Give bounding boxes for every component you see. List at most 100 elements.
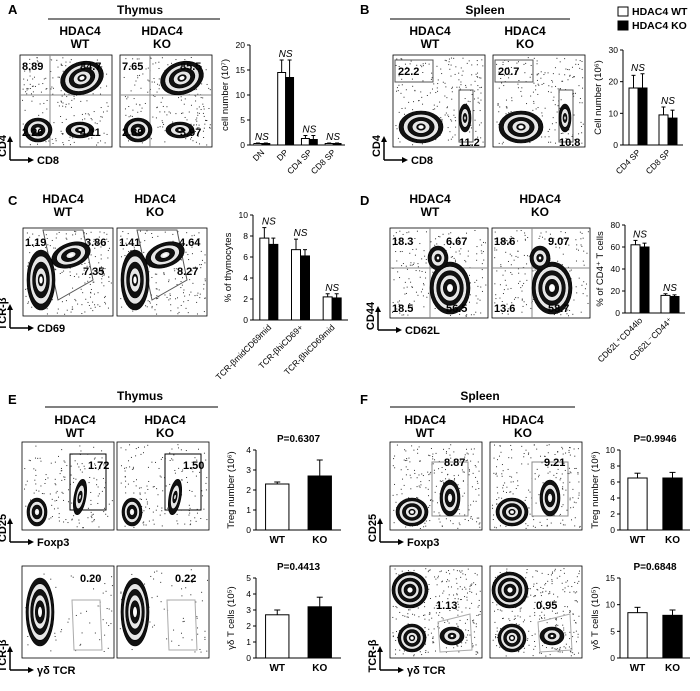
event-dot — [57, 66, 59, 68]
event-dot — [453, 109, 455, 111]
event-dot — [51, 138, 53, 140]
gate-percent: 8.27 — [177, 266, 198, 278]
event-dot — [96, 269, 98, 271]
event-dot — [196, 301, 198, 303]
event-dot — [93, 240, 95, 242]
event-dot — [581, 60, 583, 62]
event-dot — [144, 240, 146, 242]
event-dot — [129, 444, 131, 446]
event-dot — [428, 619, 430, 621]
event-dot — [149, 266, 151, 268]
bar — [277, 72, 287, 146]
event-dot — [393, 235, 395, 237]
event-dot — [408, 278, 410, 280]
event-dot — [203, 452, 205, 454]
event-dot — [527, 463, 529, 465]
event-dot — [162, 126, 164, 128]
event-dot — [208, 87, 210, 89]
x-axis-label: CD8 — [411, 155, 433, 167]
event-dot — [547, 472, 549, 474]
event-dot — [569, 447, 571, 449]
event-dot — [566, 509, 568, 511]
event-dot — [70, 106, 72, 108]
event-dot — [168, 279, 170, 281]
event-dot — [460, 84, 462, 86]
arrowhead-icon — [7, 136, 13, 142]
event-dot — [53, 247, 55, 249]
event-dot — [49, 245, 51, 247]
event-dot — [545, 590, 547, 592]
event-dot — [65, 61, 67, 63]
event-dot — [81, 263, 83, 265]
event-dot — [472, 500, 474, 502]
event-dot — [493, 514, 495, 516]
flow-plot: 1.50 — [116, 441, 210, 531]
event-dot — [508, 112, 510, 114]
group-label: KO — [516, 37, 534, 51]
panel-title: Spleen — [465, 3, 504, 17]
event-dot — [474, 119, 476, 121]
event-dot — [526, 263, 528, 265]
event-dot — [460, 67, 462, 69]
event-dot — [206, 579, 208, 581]
event-dot — [560, 231, 562, 233]
event-dot — [574, 517, 576, 519]
x-axis-label: CD8 — [37, 155, 59, 167]
event-dot — [575, 59, 577, 61]
event-dot — [495, 633, 497, 635]
arrowhead-icon — [402, 157, 408, 163]
event-dot — [414, 472, 416, 474]
event-dot — [529, 588, 531, 590]
event-dot — [204, 638, 206, 640]
event-dot — [169, 459, 171, 461]
event-dot — [512, 493, 514, 495]
event-dot — [205, 120, 207, 122]
event-dot — [450, 57, 452, 59]
event-dot — [106, 85, 108, 87]
event-dot — [90, 292, 92, 294]
event-dot — [568, 467, 570, 469]
contour — [130, 510, 134, 514]
event-dot — [184, 59, 186, 61]
event-dot — [472, 646, 474, 648]
event-dot — [429, 520, 431, 522]
event-dot — [499, 525, 501, 527]
event-dot — [470, 517, 472, 519]
event-dot — [190, 57, 192, 59]
event-dot — [538, 73, 540, 75]
event-dot — [524, 234, 526, 236]
event-dot — [435, 139, 437, 141]
event-dot — [474, 230, 476, 232]
event-dot — [178, 447, 180, 449]
event-dot — [409, 609, 411, 611]
event-dot — [189, 489, 191, 491]
event-dot — [539, 235, 541, 237]
event-dot — [480, 312, 482, 314]
event-dot — [408, 497, 410, 499]
event-dot — [63, 476, 65, 478]
y-tick-label: 6 — [610, 477, 615, 487]
event-dot — [71, 518, 73, 520]
event-dot — [168, 281, 170, 283]
event-dot — [425, 271, 427, 273]
event-dot — [86, 100, 88, 102]
event-dot — [530, 594, 532, 596]
event-dot — [24, 468, 26, 470]
event-dot — [188, 294, 190, 296]
event-dot — [74, 460, 76, 462]
event-dot — [82, 527, 84, 529]
event-dot — [164, 231, 166, 233]
event-dot — [26, 480, 28, 482]
event-dot — [415, 270, 417, 272]
event-dot — [186, 477, 188, 479]
event-dot — [208, 107, 210, 109]
arrowhead-icon — [396, 327, 402, 333]
event-dot — [456, 593, 458, 595]
y-tick-label: 8 — [243, 231, 248, 241]
event-dot — [540, 586, 542, 588]
event-dot — [432, 271, 434, 273]
event-dot — [66, 238, 68, 240]
event-dot — [401, 78, 403, 80]
event-dot — [94, 247, 96, 249]
event-dot — [396, 637, 398, 639]
